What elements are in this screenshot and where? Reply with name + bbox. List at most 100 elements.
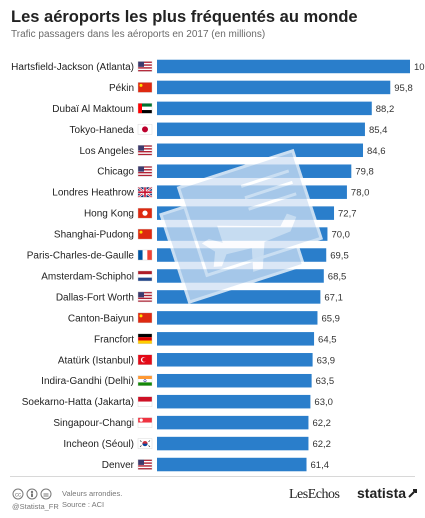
bar-row: Francfort 64,5 — [94, 332, 337, 346]
flag-gb-icon — [137, 186, 153, 199]
flag-in-icon — [137, 375, 153, 386]
statista-logo: statista — [357, 485, 418, 501]
value-label: 62,2 — [312, 418, 331, 429]
bar-row: Indira-Gandhi (Delhi) 63,5 — [41, 373, 335, 388]
category-label: Paris-Charles-de-Gaulle — [27, 251, 135, 262]
chart-title: Les aéroports les plus fréquentés au mon… — [11, 8, 358, 26]
value-label: 63,0 — [314, 397, 333, 408]
value-label: 70,0 — [331, 230, 350, 241]
value-label: 95,8 — [394, 83, 413, 94]
category-label: Shanghai-Pudong — [54, 230, 134, 241]
category-label: Indira-Gandhi (Delhi) — [41, 376, 134, 387]
source-note: Source : ACI — [62, 500, 105, 509]
flag-id-icon — [137, 396, 153, 407]
category-label: Los Angeles — [80, 146, 135, 157]
bar — [157, 457, 307, 472]
statista-logo-icon — [408, 489, 418, 498]
category-label: Tokyo-Haneda — [70, 125, 135, 136]
category-label: Incheon (Séoul) — [63, 439, 134, 450]
creative-commons-icons: cc — [12, 488, 52, 500]
value-label: 62,2 — [312, 439, 331, 450]
value-label: 64,5 — [318, 334, 337, 345]
flag-tr-icon — [137, 354, 153, 365]
airplane-ticket-icon — [159, 148, 324, 304]
bar-row: Pékin 95,8 — [109, 80, 413, 95]
category-label: Denver — [102, 460, 135, 471]
flag-cn-icon — [137, 228, 153, 240]
chart-subtitle: Trafic passagers dans les aéroports en 2… — [11, 29, 266, 40]
bar — [157, 373, 312, 388]
bar — [157, 59, 410, 74]
flag-us-icon — [137, 166, 153, 177]
bar-row: Tokyo-Haneda 85,4 — [70, 122, 388, 137]
bar — [157, 143, 364, 158]
bar — [157, 311, 318, 325]
category-label: Hartsfield-Jackson (Atlanta) — [11, 62, 134, 73]
flag-hk-icon — [137, 207, 153, 219]
category-label: Dallas-Fort Worth — [56, 292, 134, 303]
flag-jp-icon — [137, 124, 153, 135]
bar-row: Soekarno-Hatta (Jakarta) 63,0 — [22, 394, 333, 409]
bar — [157, 394, 311, 409]
flag-fr-icon — [137, 249, 153, 261]
bar-chart: Hartsfield-Jackson (Atlanta) 103,9 Pékin 95… — [11, 59, 425, 472]
flag-de-icon — [137, 333, 153, 345]
category-label: Chicago — [97, 167, 134, 178]
lesechos-logo: LesEchos — [289, 487, 340, 502]
bar — [157, 290, 321, 304]
bar — [157, 353, 313, 367]
statista-wordmark: statista — [357, 485, 407, 501]
flag-kr-icon — [137, 438, 153, 449]
value-label: 63,9 — [317, 355, 336, 366]
value-label: 78,0 — [351, 188, 370, 199]
bar-row: Atatürk (Istanbul) 63,9 — [58, 353, 335, 367]
bar-row: Denver 61,4 — [102, 457, 330, 472]
value-label: 68,5 — [328, 271, 347, 282]
value-label: 61,4 — [311, 460, 330, 471]
bar — [157, 415, 309, 430]
value-label: 88,2 — [376, 104, 395, 115]
flag-us-icon — [137, 459, 153, 470]
category-label: Hong Kong — [84, 209, 134, 220]
flag-us-icon — [137, 61, 153, 72]
category-label: Londres Heathrow — [52, 188, 134, 199]
value-label: 103,9 — [414, 62, 425, 73]
bar — [157, 80, 391, 95]
bar-row: Singapour-Changi 62,2 — [53, 415, 331, 430]
flag-us-icon — [137, 145, 153, 156]
flag-sg-icon — [137, 417, 153, 428]
flag-nl-icon — [137, 270, 153, 282]
statista-handle: @Statista_FR — [12, 502, 59, 511]
category-label: Singapour-Changi — [53, 418, 134, 429]
bar-row: Canton-Baiyun 65,9 — [68, 311, 340, 325]
bar-row: Los Angeles 84,6 — [80, 143, 386, 158]
value-label: 72,7 — [338, 209, 357, 220]
category-label: Pékin — [109, 83, 134, 94]
bar-row: Incheon (Séoul) 62,2 — [63, 436, 331, 451]
value-label: 65,9 — [321, 313, 340, 324]
bar-row: Dubaï Al Maktoum 88,2 — [52, 101, 395, 116]
value-label: 84,6 — [367, 146, 386, 157]
category-label: Amsterdam-Schiphol — [41, 271, 134, 282]
flag-us-icon — [137, 291, 153, 303]
svg-text:cc: cc — [15, 493, 21, 499]
value-label: 85,4 — [369, 125, 388, 136]
bar — [157, 101, 372, 116]
footnote: Valeurs arrondies. — [62, 489, 123, 498]
flag-cn-icon — [137, 312, 153, 324]
category-label: Francfort — [94, 334, 134, 345]
category-label: Dubaï Al Maktoum — [52, 104, 134, 115]
bar — [157, 332, 315, 346]
value-label: 67,1 — [324, 292, 343, 303]
footer-divider — [10, 476, 415, 477]
bar — [157, 122, 365, 137]
category-label: Atatürk (Istanbul) — [58, 355, 134, 366]
bar-row: Hartsfield-Jackson (Atlanta) 103,9 — [11, 59, 425, 74]
value-label: 63,5 — [316, 376, 335, 387]
flag-cn-icon — [137, 82, 153, 93]
value-label: 79,8 — [355, 167, 374, 178]
category-label: Canton-Baiyun — [68, 313, 134, 324]
category-label: Soekarno-Hatta (Jakarta) — [22, 397, 134, 408]
flag-ae-icon — [137, 103, 153, 114]
bar — [157, 436, 309, 451]
